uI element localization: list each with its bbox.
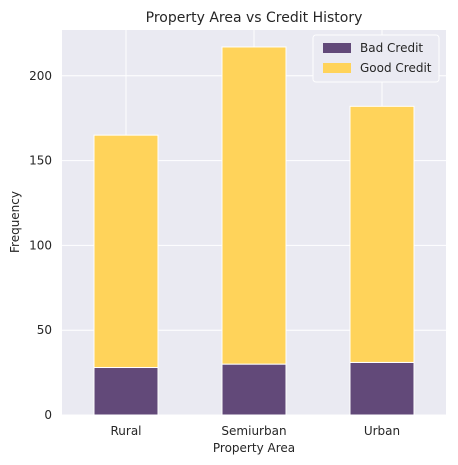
chart-title: Property Area vs Credit History [146, 10, 363, 26]
legend-label-bad-credit: Bad Credit [360, 41, 423, 55]
y-tick-label-0: 0 [44, 408, 52, 422]
bar-bad-credit-rural [93, 367, 159, 416]
bar-bad-credit-semiurban [221, 363, 287, 416]
legend-swatch-bad-credit [323, 43, 351, 53]
bar-good-credit-rural [93, 134, 159, 369]
y-tick-label-100: 100 [29, 238, 52, 252]
x-axis-ticks: Rural Semiurban Urban [110, 424, 400, 438]
legend-label-good-credit: Good Credit [360, 61, 432, 75]
y-tick-label-200: 200 [29, 69, 52, 83]
x-tick-label-semiurban: Semiurban [221, 424, 286, 438]
bars [93, 46, 415, 416]
y-axis-title: Frequency [8, 191, 22, 253]
y-axis-ticks: 0 50 100 150 200 [29, 69, 52, 422]
x-tick-label-urban: Urban [364, 424, 400, 438]
x-axis-title: Property Area [213, 441, 295, 455]
bar-good-credit-urban [349, 105, 415, 363]
legend: Bad Credit Good Credit [312, 34, 440, 83]
x-tick-label-rural: Rural [110, 424, 141, 438]
bar-bad-credit-urban [349, 361, 415, 416]
y-tick-label-150: 150 [29, 154, 52, 168]
y-tick-label-50: 50 [37, 323, 52, 337]
bar-good-credit-semiurban [221, 46, 287, 365]
legend-swatch-good-credit [323, 63, 351, 73]
